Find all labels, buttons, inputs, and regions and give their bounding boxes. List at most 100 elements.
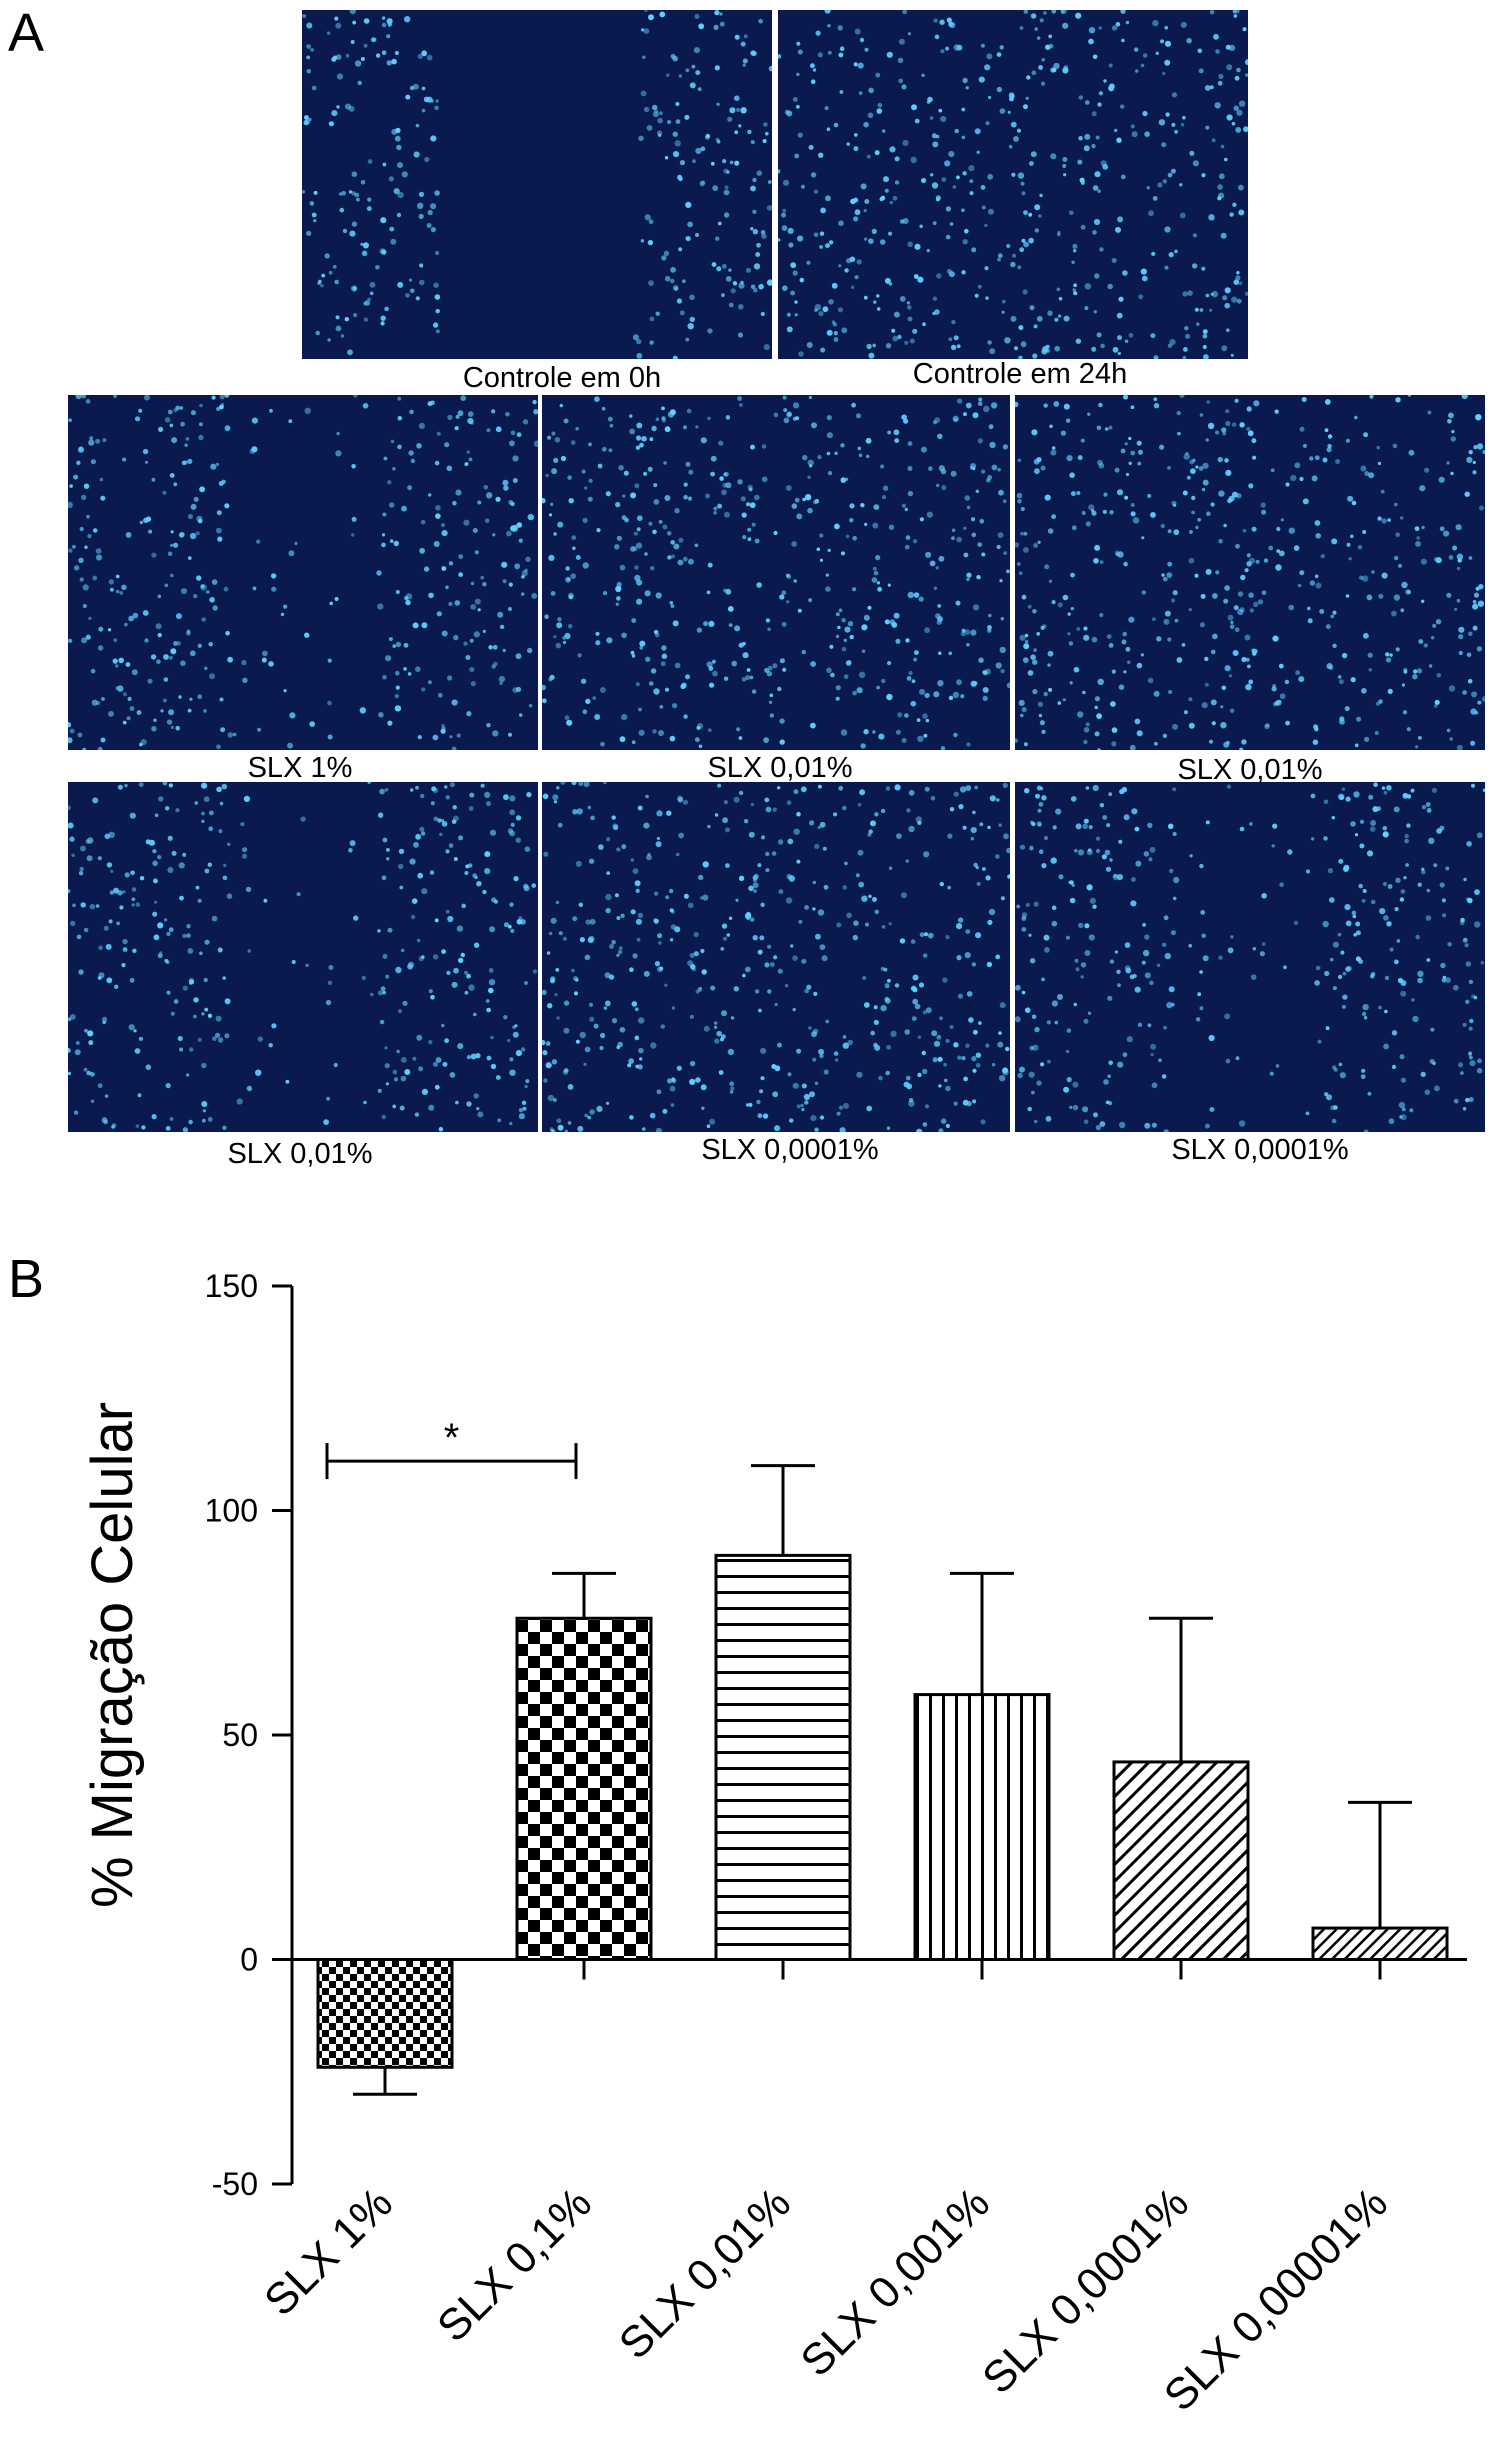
cell-nucleus xyxy=(616,953,620,957)
cell-nucleus xyxy=(1097,678,1104,685)
cell-nucleus xyxy=(165,1126,171,1131)
cell-nucleus xyxy=(837,307,844,313)
cell-nucleus xyxy=(945,1085,951,1092)
cell-nucleus xyxy=(1038,65,1043,70)
cell-nucleus xyxy=(888,231,893,236)
cell-nucleus xyxy=(304,115,309,120)
cell-nucleus xyxy=(363,317,369,322)
cell-nucleus xyxy=(1028,237,1034,244)
cell-nucleus xyxy=(973,681,978,686)
cell-nucleus xyxy=(96,554,103,561)
cell-nucleus xyxy=(951,528,956,533)
cell-nucleus xyxy=(162,490,167,495)
cell-nucleus xyxy=(1116,969,1121,974)
cell-nucleus xyxy=(1472,470,1477,475)
cell-nucleus xyxy=(1023,742,1028,747)
cell-nucleus xyxy=(415,123,420,128)
cell-nucleus xyxy=(1033,543,1038,548)
cell-nucleus xyxy=(862,976,867,980)
cell-nucleus xyxy=(564,632,571,640)
cell-nucleus xyxy=(950,344,957,351)
cell-nucleus xyxy=(252,586,257,591)
cell-nucleus xyxy=(689,1078,696,1085)
cell-nucleus xyxy=(175,405,181,411)
cell-nucleus xyxy=(868,894,872,898)
caption-slx-00001-a: SLX 0,0001% xyxy=(701,1134,879,1166)
cell-nucleus xyxy=(627,1063,632,1068)
cell-nucleus xyxy=(262,650,268,657)
cell-nucleus xyxy=(209,673,216,680)
cell-nucleus xyxy=(953,335,959,341)
cell-nucleus xyxy=(1125,20,1130,25)
cell-nucleus xyxy=(1069,681,1073,685)
cell-nucleus xyxy=(843,674,849,679)
cell-nucleus xyxy=(1114,467,1120,473)
cell-nucleus xyxy=(1213,33,1219,40)
cell-nucleus xyxy=(474,550,479,555)
bar xyxy=(1311,1926,1449,1961)
cell-nucleus xyxy=(503,485,509,491)
cell-nucleus xyxy=(1167,823,1174,830)
cell-nucleus xyxy=(695,147,702,154)
cell-nucleus xyxy=(578,782,584,787)
cell-nucleus xyxy=(1443,530,1450,537)
cell-nucleus xyxy=(1111,741,1117,747)
cell-nucleus xyxy=(432,954,439,960)
cell-nucleus xyxy=(1472,625,1478,631)
cell-nucleus xyxy=(716,1030,722,1037)
cell-nucleus xyxy=(645,656,651,662)
cell-nucleus xyxy=(982,695,988,702)
cell-nucleus xyxy=(1455,524,1462,531)
cell-nucleus xyxy=(966,991,973,997)
cell-nucleus xyxy=(1130,511,1136,517)
cell-nucleus xyxy=(1000,896,1005,901)
cell-nucleus xyxy=(216,510,222,516)
cell-nucleus xyxy=(661,255,667,261)
cell-nucleus xyxy=(463,519,470,526)
micrograph-image xyxy=(1015,395,1485,750)
cell-nucleus xyxy=(564,576,571,583)
cell-nucleus xyxy=(842,885,847,890)
cell-nucleus xyxy=(1354,743,1359,748)
cell-nucleus xyxy=(335,325,342,332)
cell-nucleus xyxy=(762,1113,769,1119)
cell-nucleus xyxy=(441,1023,445,1028)
cell-nucleus xyxy=(449,735,453,739)
cell-nucleus xyxy=(401,505,407,512)
cell-nucleus xyxy=(1224,1013,1231,1020)
cell-nucleus xyxy=(740,41,746,47)
cell-nucleus xyxy=(1401,581,1408,589)
cell-nucleus xyxy=(589,918,596,925)
cell-nucleus xyxy=(1359,575,1364,580)
cell-nucleus xyxy=(514,1024,518,1028)
cell-nucleus xyxy=(703,1025,710,1032)
cell-nucleus xyxy=(474,598,481,605)
cell-nucleus xyxy=(1377,461,1382,466)
cell-nucleus xyxy=(197,694,202,699)
cell-nucleus xyxy=(910,700,917,707)
cell-nucleus xyxy=(945,1038,950,1043)
cell-nucleus xyxy=(419,547,425,554)
cell-nucleus xyxy=(125,662,131,667)
cell-nucleus xyxy=(1039,193,1043,198)
cell-nucleus xyxy=(464,970,468,975)
cell-nucleus xyxy=(963,1076,968,1082)
cell-nucleus xyxy=(138,1036,143,1041)
cell-nucleus xyxy=(881,925,886,929)
cell-nucleus xyxy=(643,28,650,34)
cell-nucleus xyxy=(1414,526,1420,532)
cell-nucleus xyxy=(1073,291,1078,296)
cell-nucleus xyxy=(1062,594,1069,601)
cell-nucleus xyxy=(686,408,692,414)
cell-nucleus xyxy=(1388,1118,1395,1125)
cell-nucleus xyxy=(858,453,863,458)
cell-nucleus xyxy=(1299,570,1305,576)
cell-nucleus xyxy=(1015,1016,1021,1023)
cell-nucleus xyxy=(449,1072,456,1078)
cell-nucleus xyxy=(110,587,114,592)
cell-nucleus xyxy=(439,832,443,837)
cell-nucleus xyxy=(1248,592,1254,598)
cell-nucleus xyxy=(1344,706,1350,712)
cell-nucleus xyxy=(1301,397,1307,402)
cell-nucleus xyxy=(997,467,1001,472)
